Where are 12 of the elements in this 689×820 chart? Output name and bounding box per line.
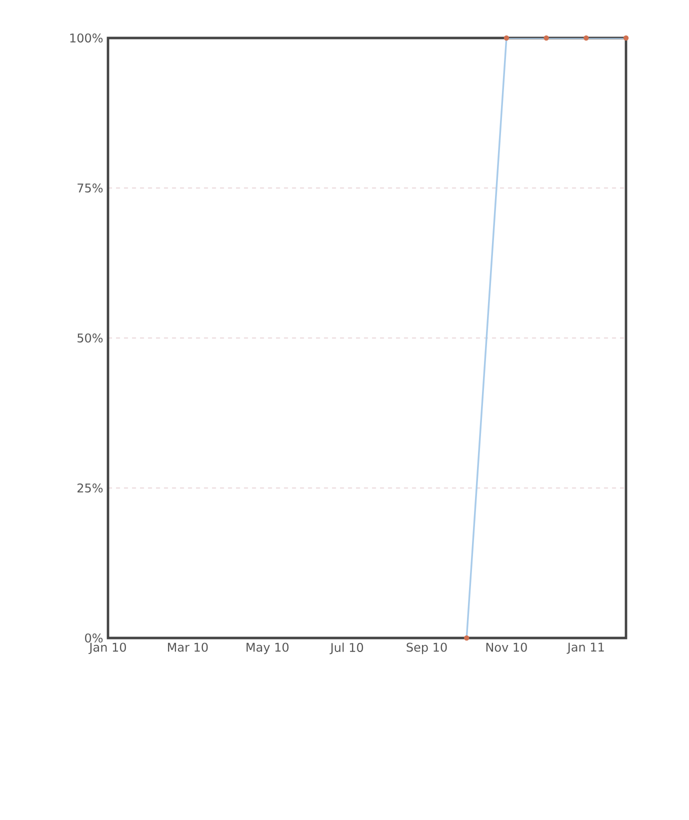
x-tick-label: Mar 10 xyxy=(168,642,208,652)
y-tick-label: 75% xyxy=(78,183,103,193)
x-tick-label: May 10 xyxy=(246,642,289,654)
y-tick-label: 50% xyxy=(78,333,103,343)
y-tick-label: 100% xyxy=(70,33,103,43)
x-tick-label: Jul 10 xyxy=(330,642,364,654)
y-tick-label: 25% xyxy=(77,483,103,493)
x-tick-label: Nov 10 xyxy=(486,642,527,652)
y-tick-label: 0% xyxy=(85,633,103,643)
x-tick-label: Sep 10 xyxy=(406,642,447,654)
x-tick-label: Jan 10 xyxy=(88,642,126,654)
x-tick-label: Jan 11 xyxy=(566,642,604,654)
